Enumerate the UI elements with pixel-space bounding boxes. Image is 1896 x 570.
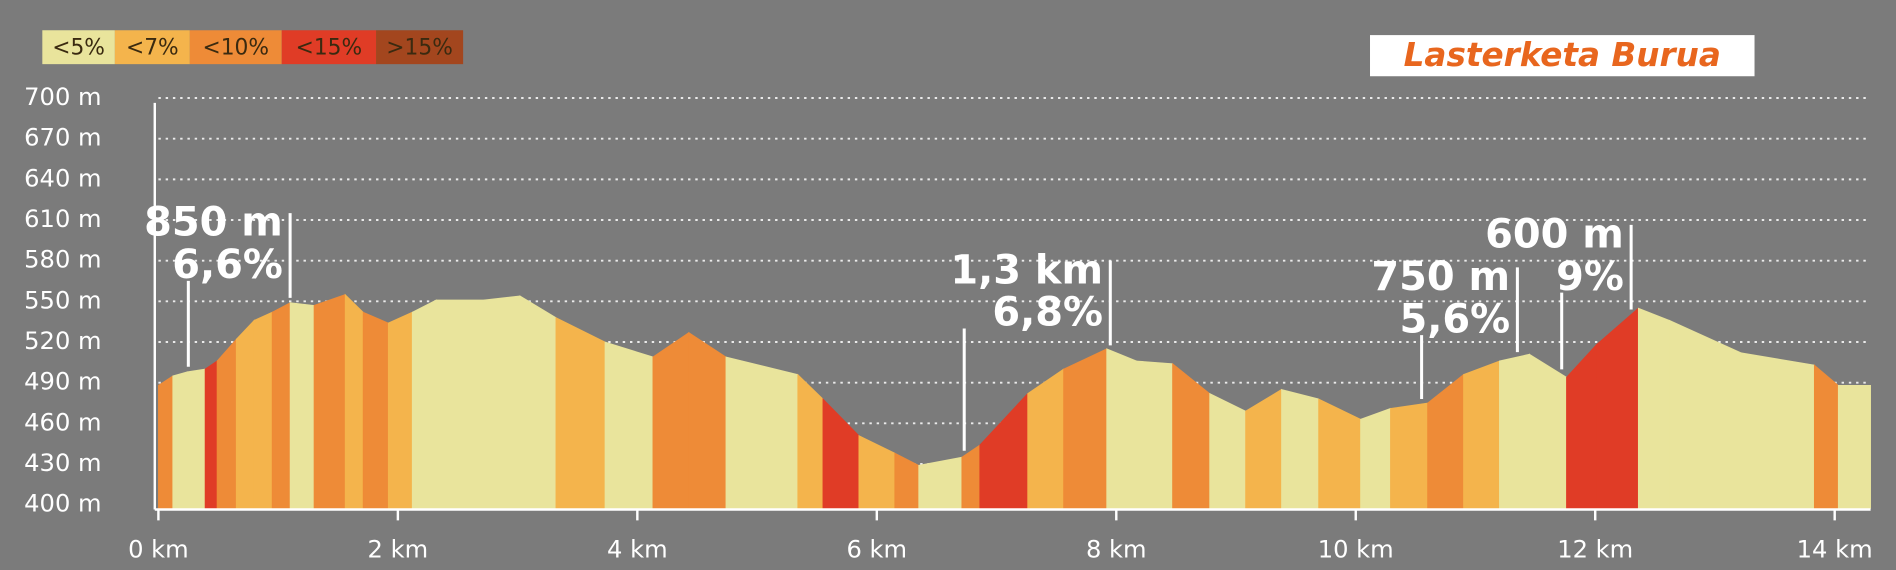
profile-segment <box>555 317 606 509</box>
legend-label: <15% <box>296 35 363 60</box>
profile-segment <box>313 294 346 509</box>
profile-segment <box>204 360 218 509</box>
profile-segment <box>519 295 557 509</box>
profile-segment <box>411 299 437 509</box>
y-tick-label: 640 m <box>24 164 101 192</box>
profile-segment <box>1740 352 1815 509</box>
profile-segment <box>1063 348 1108 509</box>
profile-segment <box>1669 319 1742 509</box>
x-tick-label: 12 km <box>1557 536 1633 564</box>
profile-segment <box>688 331 727 509</box>
profile-segment <box>483 295 521 509</box>
legend-swatch <box>189 30 282 65</box>
profile-segment <box>725 356 799 509</box>
logo: Lasterketa Burua <box>1370 35 1755 77</box>
legend-label: >15% <box>386 35 453 60</box>
climb-label: 1,3 km <box>950 247 1103 293</box>
x-tick-label: 10 km <box>1318 536 1394 564</box>
x-tick-label: 14 km <box>1797 536 1873 564</box>
profile-segment <box>387 311 413 509</box>
profile-segment <box>253 311 273 509</box>
profile-segment <box>1637 307 1670 509</box>
profile-segment <box>289 302 315 509</box>
profile-segment <box>604 341 654 509</box>
y-tick-label: 610 m <box>24 205 101 233</box>
y-tick-label: 580 m <box>24 246 101 274</box>
legend-swatch <box>42 30 115 65</box>
profile-segment <box>1360 407 1391 509</box>
logo-box <box>1370 35 1755 77</box>
x-tick-label: 6 km <box>846 536 907 564</box>
x-tick-label: 0 km <box>128 536 189 564</box>
profile-segment <box>918 456 963 509</box>
climb-label: 750 m <box>1371 254 1510 300</box>
legend-label: <10% <box>202 35 269 60</box>
profile-segment <box>172 371 188 509</box>
y-tick-label: 550 m <box>24 286 101 314</box>
profile-segment <box>1106 348 1137 509</box>
y-tick-label: 670 m <box>24 124 101 152</box>
climb-label: 9% <box>1556 254 1624 300</box>
legend-label: <5% <box>52 35 105 60</box>
climb-label: 850 m <box>144 200 283 246</box>
climb-label: 600 m <box>1485 211 1624 257</box>
legend-label: <7% <box>126 35 179 60</box>
y-tick-label: 490 m <box>24 368 101 396</box>
profile-segment <box>1813 364 1839 509</box>
y-tick-label: 520 m <box>24 327 101 355</box>
legend-swatch <box>376 30 464 65</box>
legend-swatch <box>114 30 190 65</box>
profile-segment <box>1136 360 1173 509</box>
x-tick-label: 2 km <box>368 536 429 564</box>
profile-segment <box>216 338 237 509</box>
profile-segment <box>235 319 255 509</box>
profile-segment <box>362 311 389 509</box>
profile-segment <box>1499 353 1530 509</box>
climb-label: 6,8% <box>992 290 1103 336</box>
profile-segment <box>652 331 690 509</box>
y-tick-label: 460 m <box>24 408 101 436</box>
climb-label: 6,6% <box>172 242 283 288</box>
logo-text: Lasterketa Burua <box>1404 36 1721 74</box>
profile-segment <box>1209 392 1246 509</box>
x-tick-label: 8 km <box>1086 536 1147 564</box>
profile-segment <box>1390 402 1428 509</box>
profile-segment <box>344 293 364 509</box>
profile-segment <box>1027 368 1064 509</box>
profile-segment <box>186 368 206 509</box>
y-tick-label: 430 m <box>24 449 101 477</box>
profile-segment <box>1463 360 1500 509</box>
profile-segment <box>158 375 174 509</box>
y-tick-label: 400 m <box>24 490 101 518</box>
profile-segment <box>271 302 291 509</box>
legend-swatch <box>281 30 377 65</box>
y-tick-label: 700 m <box>24 83 101 111</box>
profile-segment <box>1529 353 1567 509</box>
climb-label: 5,6% <box>1399 296 1510 342</box>
profile-segment <box>435 299 485 509</box>
profile-segment <box>1281 388 1319 509</box>
x-tick-label: 4 km <box>607 536 668 564</box>
profile-segment <box>1837 385 1871 509</box>
